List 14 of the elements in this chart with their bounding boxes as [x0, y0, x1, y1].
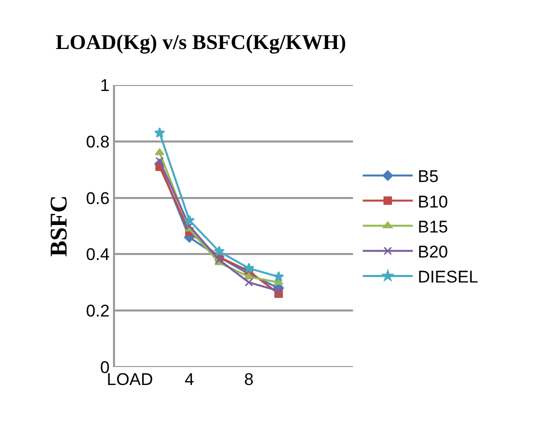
y-tick-label: 1 — [100, 76, 110, 95]
legend-label: B20 — [418, 242, 448, 262]
y-tick-label: 0.4 — [86, 245, 110, 264]
chart-title: LOAD(Kg) v/s BSFC(Kg/KWH) — [56, 30, 346, 54]
y-axis-title: BSFC — [46, 195, 73, 257]
y-tick-label: 0.2 — [86, 302, 110, 321]
x-tick-label: 4 — [184, 370, 194, 389]
legend-label: B10 — [418, 192, 448, 212]
x-tick-label: 8 — [244, 370, 254, 389]
legend-label: B5 — [418, 167, 439, 186]
y-tick-label: 0.6 — [86, 188, 110, 208]
legend-label: B15 — [418, 217, 448, 236]
y-tick-label: 0.8 — [86, 132, 110, 152]
legend-label: DIESEL — [418, 268, 478, 287]
